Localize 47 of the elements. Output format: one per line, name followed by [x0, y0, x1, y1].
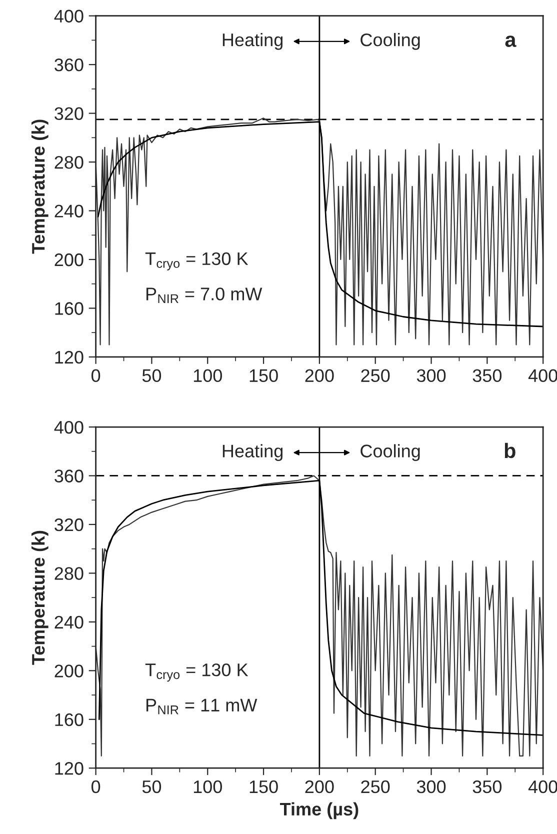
x-tick-label: 350	[472, 780, 502, 794]
y-tick-label: 320	[54, 107, 84, 120]
annotation: T$_{cryo}$ = 130 K	[145, 252, 248, 270]
x-tick-label: 250	[361, 369, 390, 382]
y-tick-label: 240	[54, 204, 84, 218]
x-tick-label: 300	[416, 369, 446, 382]
x-tick-label: 0	[91, 780, 100, 794]
x-tick-label: 250	[361, 780, 390, 794]
x-tick-label: 50	[142, 369, 162, 382]
y-tick-label: 400	[54, 420, 84, 434]
annotation: Heating	[222, 33, 282, 50]
x-tick-label: 0	[91, 369, 100, 382]
x-tick-label: 100	[194, 780, 222, 794]
x-tick-label: 150	[250, 780, 278, 794]
x-tick-label: 400	[528, 780, 557, 794]
y-tick-label: 280	[54, 567, 84, 580]
y-tick-label: 200	[54, 664, 84, 678]
y-axis-title: Temperature (k)	[31, 120, 48, 254]
annotation: b	[504, 442, 516, 458]
y-tick-label: 400	[54, 10, 84, 23]
y-tick-label: 160	[55, 713, 84, 726]
y-tick-label: 120	[55, 350, 84, 364]
y-tick-label: 160	[55, 302, 84, 315]
y-tick-label: 320	[54, 518, 84, 532]
x-tick-label: 400	[528, 369, 557, 382]
annotation: T$_{cryo}$ = 130 K	[145, 663, 248, 682]
annotation: Heating	[222, 444, 282, 462]
y-tick-label: 360	[54, 470, 84, 482]
y-tick-label: 240	[54, 616, 84, 629]
y-tick-label: 280	[54, 156, 84, 169]
y-tick-label: 200	[54, 253, 84, 266]
y-tick-label: 360	[54, 58, 84, 72]
annotation: a	[505, 36, 516, 48]
x-tick-label: 150	[250, 369, 278, 382]
y-tick-label: 120	[55, 762, 84, 775]
annotation: P$_{NIR}$ = 7.0 mW	[146, 288, 262, 304]
x-tick-label: 100	[194, 369, 222, 382]
x-tick-label: 200	[305, 369, 334, 382]
x-tick-label: 300	[416, 780, 446, 794]
x-tick-label: 50	[142, 780, 162, 794]
annotation: Cooling	[360, 444, 420, 462]
annotation: P$_{NIR}$ = 11 mW	[146, 698, 258, 714]
y-axis-title: Temperature (k)	[31, 530, 48, 665]
annotation: Cooling	[360, 33, 420, 50]
x-tick-label: 200	[305, 780, 334, 794]
x-tick-label: 350	[472, 369, 502, 382]
x-axis-title: Time (µs)	[280, 802, 358, 820]
